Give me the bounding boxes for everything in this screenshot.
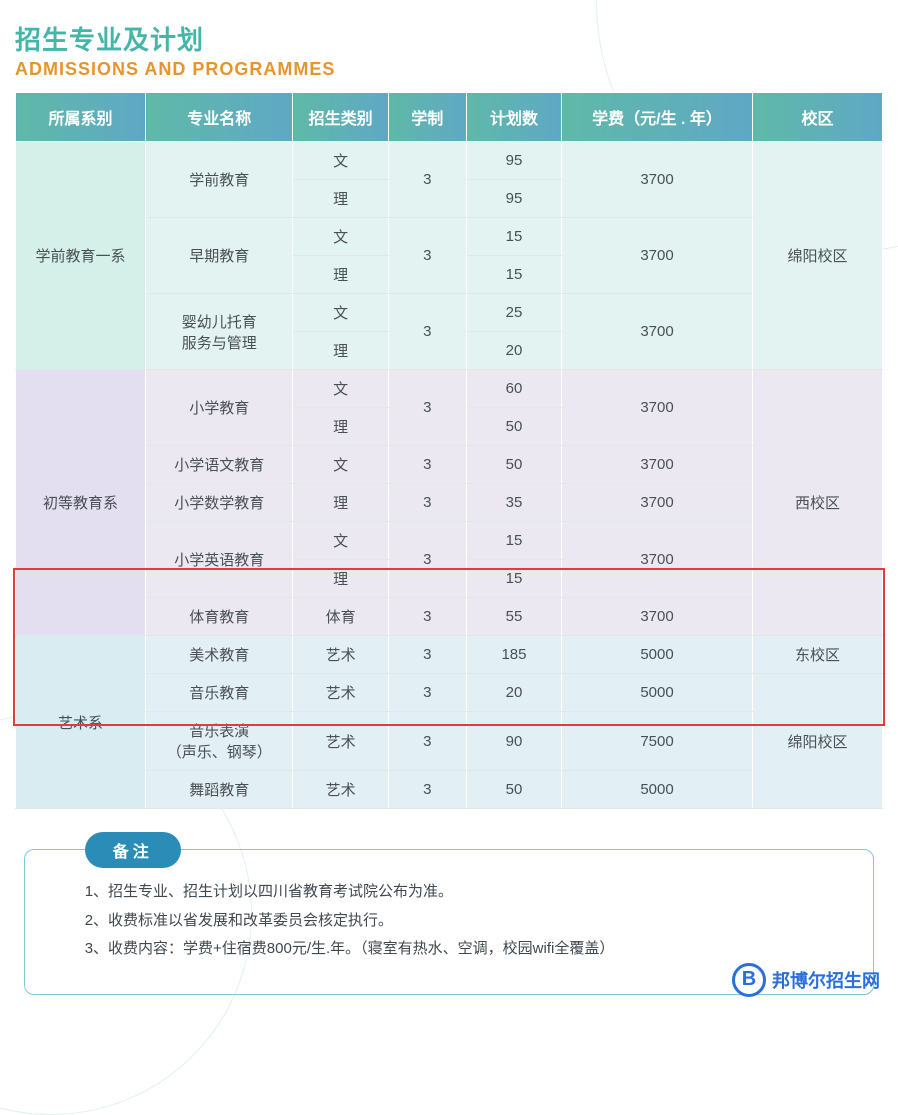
duration-cell: 3 [388, 446, 466, 484]
table-header: 校区 [752, 93, 882, 142]
category-cell: 文 [293, 522, 388, 560]
note-line: 3、收费内容：学费+住宿费800元/生.年。（寝室有热水、空调，校园wifi全覆… [85, 935, 834, 964]
plan-cell: 15 [466, 560, 561, 598]
table-row: 音乐教育艺术3205000绵阳校区 [16, 674, 883, 712]
plan-cell: 50 [466, 408, 561, 446]
tuition-cell: 3700 [562, 598, 753, 636]
table-header: 学费（元/生 . 年） [562, 93, 753, 142]
duration-cell: 3 [388, 142, 466, 218]
duration-cell: 3 [388, 712, 466, 771]
dept-cell: 学前教育一系 [16, 142, 146, 370]
campus-cell: 西校区 [752, 370, 882, 636]
plan-cell: 60 [466, 370, 561, 408]
category-cell: 理 [293, 332, 388, 370]
plan-cell: 20 [466, 674, 561, 712]
tuition-cell: 5000 [562, 636, 753, 674]
major-cell: 学前教育 [146, 142, 293, 218]
table-header: 计划数 [466, 93, 561, 142]
major-cell: 小学语文教育 [146, 446, 293, 484]
duration-cell: 3 [388, 370, 466, 446]
major-cell: 音乐教育 [146, 674, 293, 712]
title-cn: 招生专业及计划 [15, 20, 883, 57]
tuition-cell: 5000 [562, 674, 753, 712]
major-cell: 小学英语教育 [146, 522, 293, 598]
category-cell: 理 [293, 408, 388, 446]
major-cell: 婴幼儿托育 服务与管理 [146, 294, 293, 370]
major-cell: 早期教育 [146, 218, 293, 294]
plan-cell: 90 [466, 712, 561, 771]
category-cell: 理 [293, 180, 388, 218]
plan-cell: 50 [466, 771, 561, 809]
category-cell: 艺术 [293, 771, 388, 809]
category-cell: 文 [293, 294, 388, 332]
category-cell: 文 [293, 446, 388, 484]
category-cell: 文 [293, 218, 388, 256]
table-row: 学前教育一系学前教育文3953700绵阳校区 [16, 142, 883, 180]
admissions-table: 所属系别专业名称招生类别学制计划数学费（元/生 . 年）校区 学前教育一系学前教… [15, 92, 883, 809]
major-cell: 小学数学教育 [146, 484, 293, 522]
major-cell: 小学教育 [146, 370, 293, 446]
category-cell: 理 [293, 484, 388, 522]
major-cell: 体育教育 [146, 598, 293, 636]
category-cell: 艺术 [293, 674, 388, 712]
note-line: 1、招生专业、招生计划以四川省教育考试院公布为准。 [85, 878, 834, 907]
category-cell: 理 [293, 560, 388, 598]
duration-cell: 3 [388, 218, 466, 294]
duration-cell: 3 [388, 522, 466, 598]
tuition-cell: 3700 [562, 484, 753, 522]
category-cell: 文 [293, 142, 388, 180]
tuition-cell: 5000 [562, 771, 753, 809]
title-en: ADMISSIONS AND PROGRAMMES [15, 59, 883, 80]
watermark: B 邦博尔招生网 [732, 963, 880, 997]
duration-cell: 3 [388, 674, 466, 712]
category-cell: 理 [293, 256, 388, 294]
tuition-cell: 3700 [562, 370, 753, 446]
category-cell: 艺术 [293, 636, 388, 674]
tuition-cell: 3700 [562, 294, 753, 370]
notes-tab: 备注 [85, 832, 181, 868]
tuition-cell: 3700 [562, 218, 753, 294]
table-row: 初等教育系小学教育文3603700西校区 [16, 370, 883, 408]
watermark-badge-icon: B [732, 963, 766, 997]
duration-cell: 3 [388, 771, 466, 809]
plan-cell: 20 [466, 332, 561, 370]
table-header: 所属系别 [16, 93, 146, 142]
dept-cell: 初等教育系 [16, 370, 146, 636]
major-cell: 舞蹈教育 [146, 771, 293, 809]
table-header: 招生类别 [293, 93, 388, 142]
major-cell: 音乐表演 （声乐、钢琴） [146, 712, 293, 771]
tuition-cell: 3700 [562, 446, 753, 484]
plan-cell: 15 [466, 522, 561, 560]
duration-cell: 3 [388, 598, 466, 636]
category-cell: 体育 [293, 598, 388, 636]
tuition-cell: 7500 [562, 712, 753, 771]
category-cell: 文 [293, 370, 388, 408]
category-cell: 艺术 [293, 712, 388, 771]
dept-cell: 艺术系 [16, 636, 146, 809]
plan-cell: 55 [466, 598, 561, 636]
tuition-cell: 3700 [562, 522, 753, 598]
plan-cell: 25 [466, 294, 561, 332]
duration-cell: 3 [388, 294, 466, 370]
watermark-text: 邦博尔招生网 [772, 967, 880, 993]
major-cell: 美术教育 [146, 636, 293, 674]
plan-cell: 35 [466, 484, 561, 522]
plan-cell: 50 [466, 446, 561, 484]
duration-cell: 3 [388, 484, 466, 522]
campus-cell: 东校区 [752, 636, 882, 674]
plan-cell: 185 [466, 636, 561, 674]
tuition-cell: 3700 [562, 142, 753, 218]
table-row: 艺术系美术教育艺术31855000东校区 [16, 636, 883, 674]
table-header: 专业名称 [146, 93, 293, 142]
note-line: 2、收费标准以省发展和改革委员会核定执行。 [85, 907, 834, 936]
plan-cell: 15 [466, 256, 561, 294]
plan-cell: 15 [466, 218, 561, 256]
duration-cell: 3 [388, 636, 466, 674]
plan-cell: 95 [466, 180, 561, 218]
campus-cell: 绵阳校区 [752, 142, 882, 370]
table-header: 学制 [388, 93, 466, 142]
campus-cell: 绵阳校区 [752, 674, 882, 809]
plan-cell: 95 [466, 142, 561, 180]
